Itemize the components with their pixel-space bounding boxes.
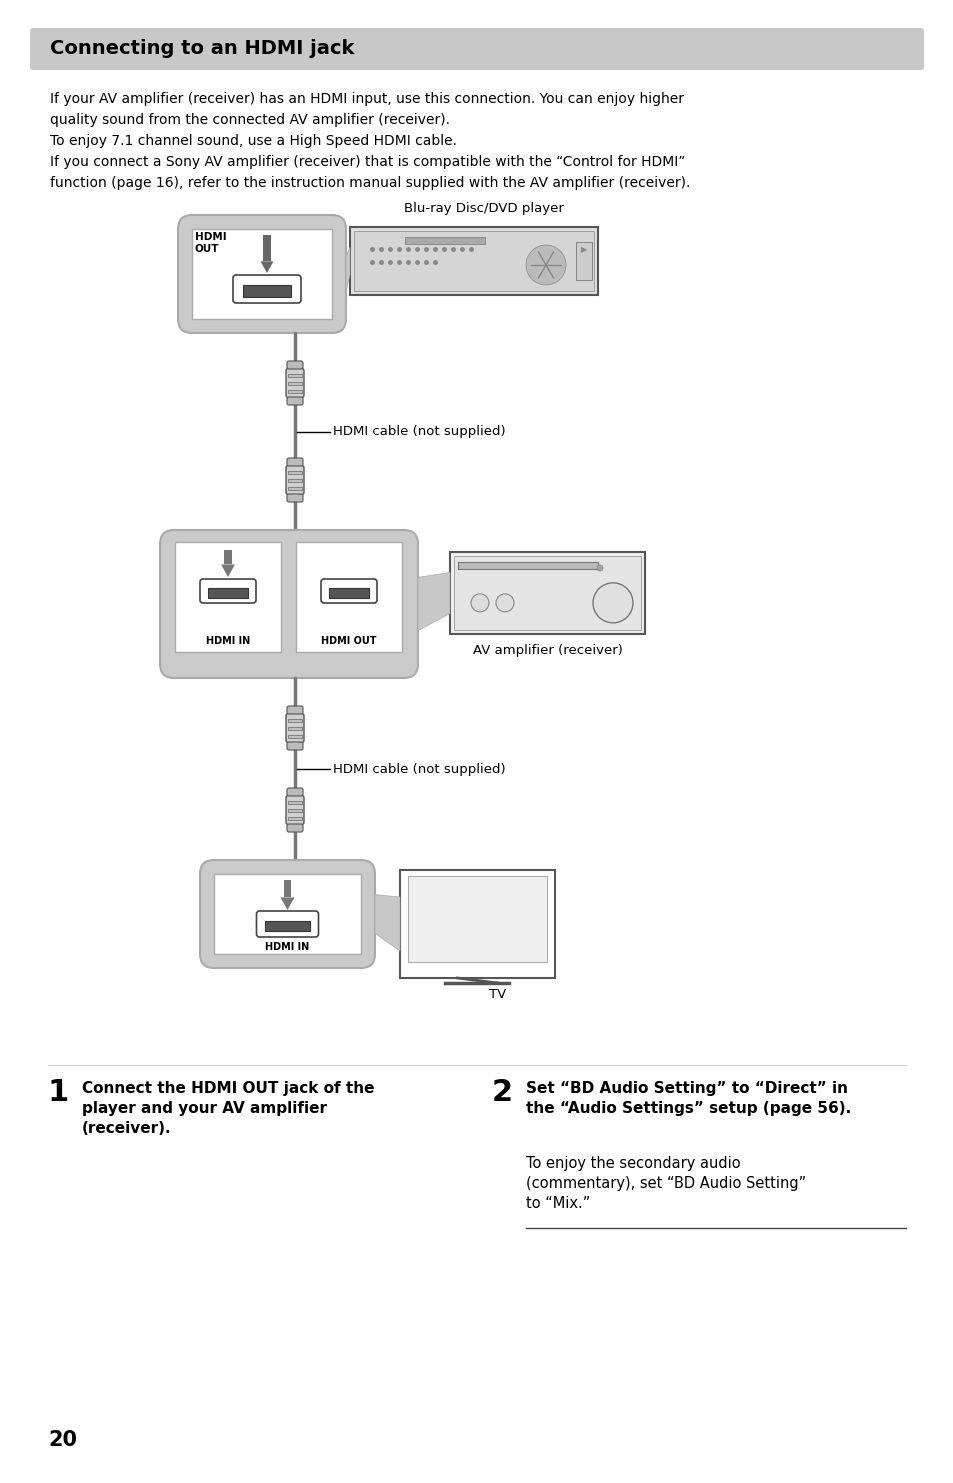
FancyBboxPatch shape: [178, 215, 346, 334]
FancyBboxPatch shape: [286, 713, 304, 743]
FancyBboxPatch shape: [287, 742, 303, 750]
Bar: [329, 587, 369, 598]
Text: ▶: ▶: [580, 246, 587, 255]
Text: 1: 1: [48, 1078, 70, 1106]
Text: HDMI OUT: HDMI OUT: [321, 636, 376, 647]
Circle shape: [593, 583, 633, 623]
Polygon shape: [417, 572, 450, 630]
Bar: [242, 285, 292, 297]
Circle shape: [471, 593, 489, 612]
Text: HDMI
OUT: HDMI OUT: [194, 231, 227, 254]
Polygon shape: [346, 248, 350, 292]
Bar: [288, 381, 302, 384]
Circle shape: [496, 593, 514, 612]
Bar: [283, 879, 291, 897]
Bar: [354, 231, 594, 291]
Bar: [208, 587, 248, 598]
FancyBboxPatch shape: [287, 360, 303, 369]
Bar: [408, 876, 546, 962]
Bar: [288, 486, 302, 489]
Polygon shape: [221, 565, 234, 577]
Polygon shape: [375, 894, 399, 951]
Bar: [288, 479, 302, 482]
Bar: [265, 921, 310, 931]
Bar: [288, 470, 302, 473]
Bar: [174, 541, 281, 653]
Text: HDMI cable (not supplied): HDMI cable (not supplied): [333, 426, 505, 437]
Text: HDMI IN: HDMI IN: [206, 636, 250, 647]
Bar: [263, 234, 271, 261]
Text: HDMI IN: HDMI IN: [265, 942, 310, 952]
FancyBboxPatch shape: [233, 274, 301, 303]
FancyBboxPatch shape: [286, 466, 304, 495]
FancyBboxPatch shape: [256, 911, 318, 937]
Text: AV amplifier (receiver): AV amplifier (receiver): [472, 644, 621, 657]
FancyBboxPatch shape: [286, 368, 304, 397]
Bar: [288, 801, 302, 804]
Text: If you connect a Sony AV amplifier (receiver) that is compatible with the “Contr: If you connect a Sony AV amplifier (rece…: [50, 156, 684, 169]
FancyBboxPatch shape: [320, 578, 376, 604]
Polygon shape: [280, 897, 294, 911]
Bar: [405, 237, 484, 245]
Bar: [192, 228, 332, 319]
Bar: [288, 817, 302, 820]
Bar: [213, 873, 360, 954]
Bar: [224, 550, 232, 565]
Text: If your AV amplifier (receiver) has an HDMI input, use this connection. You can : If your AV amplifier (receiver) has an H…: [50, 92, 683, 105]
Circle shape: [597, 565, 602, 571]
FancyBboxPatch shape: [30, 28, 923, 70]
FancyBboxPatch shape: [287, 494, 303, 503]
Text: Set “BD Audio Setting” to “Direct” in
the “Audio Settings” setup (page 56).: Set “BD Audio Setting” to “Direct” in th…: [525, 1081, 850, 1115]
FancyBboxPatch shape: [287, 706, 303, 713]
Bar: [399, 871, 555, 977]
Circle shape: [525, 245, 565, 285]
FancyBboxPatch shape: [287, 787, 303, 796]
Text: function (page 16), refer to the instruction manual supplied with the AV amplifi: function (page 16), refer to the instruc…: [50, 176, 690, 190]
FancyBboxPatch shape: [287, 825, 303, 832]
Bar: [288, 374, 302, 377]
Bar: [454, 556, 640, 630]
Text: To enjoy the secondary audio
(commentary), set “BD Audio Setting”
to “Mix.”: To enjoy the secondary audio (commentary…: [525, 1157, 805, 1210]
Text: TV: TV: [488, 988, 506, 1001]
Bar: [295, 541, 401, 653]
FancyBboxPatch shape: [200, 860, 375, 968]
FancyBboxPatch shape: [200, 578, 255, 604]
Text: 2: 2: [492, 1078, 513, 1106]
Bar: [450, 552, 644, 635]
Text: To enjoy 7.1 channel sound, use a High Speed HDMI cable.: To enjoy 7.1 channel sound, use a High S…: [50, 133, 456, 148]
Bar: [288, 808, 302, 811]
Text: Connecting to an HDMI jack: Connecting to an HDMI jack: [50, 40, 354, 58]
Bar: [288, 734, 302, 737]
Bar: [457, 562, 598, 569]
FancyBboxPatch shape: [160, 529, 417, 678]
Text: HDMI cable (not supplied): HDMI cable (not supplied): [333, 762, 505, 776]
Bar: [288, 727, 302, 730]
Bar: [350, 227, 598, 295]
FancyBboxPatch shape: [287, 397, 303, 405]
Bar: [288, 718, 302, 722]
Text: quality sound from the connected AV amplifier (receiver).: quality sound from the connected AV ampl…: [50, 113, 450, 128]
FancyBboxPatch shape: [287, 458, 303, 466]
FancyBboxPatch shape: [286, 795, 304, 825]
Polygon shape: [260, 261, 274, 273]
Bar: [576, 242, 592, 280]
Text: Connect the HDMI OUT jack of the
player and your AV amplifier
(receiver).: Connect the HDMI OUT jack of the player …: [82, 1081, 375, 1136]
Text: Blu-ray Disc/DVD player: Blu-ray Disc/DVD player: [404, 202, 563, 215]
Text: 20: 20: [48, 1430, 77, 1450]
Bar: [288, 390, 302, 393]
